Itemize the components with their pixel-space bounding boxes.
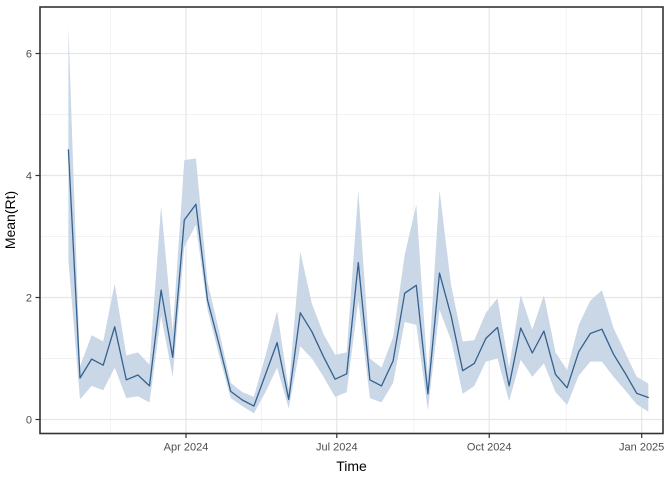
x-tick-label: Oct 2024: [467, 442, 512, 454]
mean-line: [67, 149, 649, 407]
x-tick-label: Jul 2024: [316, 442, 358, 454]
ci-ribbon-polygon: [68, 26, 649, 414]
ci-ribbon: [68, 26, 649, 414]
x-tick-label: Apr 2024: [164, 442, 209, 454]
y-tick-label: 4: [26, 171, 32, 183]
y-tick-label: 6: [26, 49, 32, 61]
y-axis-title: Mean(Rt): [2, 191, 18, 249]
panel-border: [39, 6, 664, 435]
x-axis-title: Time: [336, 458, 367, 474]
y-tick-label: 2: [26, 293, 32, 305]
y-tick-label: 0: [26, 415, 32, 427]
axis-tick-marks: [35, 52, 643, 438]
x-tick-label: Jan 2025: [619, 442, 664, 454]
y-axis-tick-labels: 0 2 4 6: [26, 49, 32, 427]
x-axis-tick-labels: Apr 2024 Jul 2024 Oct 2024 Jan 2025: [164, 442, 665, 454]
mean-line-path: [67, 149, 649, 407]
